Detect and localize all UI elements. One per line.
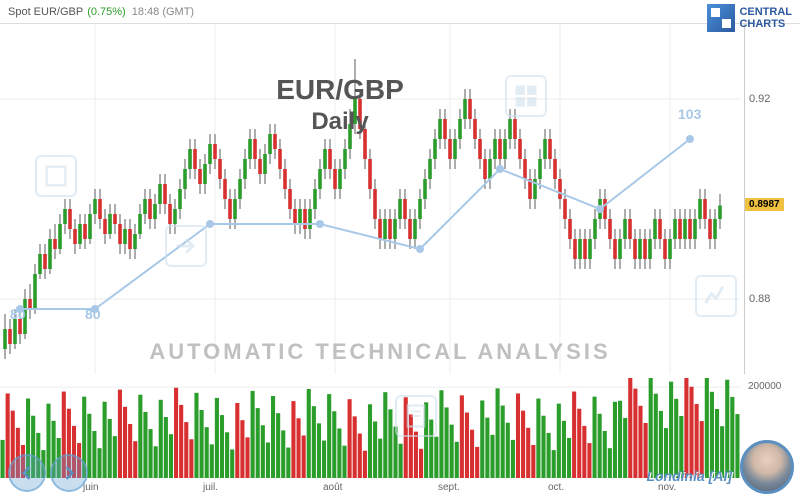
nav-controls (8, 454, 88, 492)
price-chart-area[interactable]: 80 80 103 EUR/GBP Daily (0, 24, 740, 374)
volume-chart-area[interactable] (0, 378, 740, 478)
symbol-label: Spot EUR/GBP (8, 6, 83, 18)
watermark-doc-icon (395, 395, 437, 437)
chart-header: Spot EUR/GBP (0.75%) 18:48 (GMT) (0, 0, 800, 24)
chart-title: EUR/GBP Daily (0, 74, 680, 136)
watermark-arrow-icon (165, 225, 207, 267)
logo-text: CENTRALCHARTS (739, 6, 792, 30)
volume-chart-svg (0, 378, 740, 478)
timestamp: 18:48 (GMT) (132, 6, 194, 18)
nav-next-button[interactable] (50, 454, 88, 492)
time-x-axis: juinjuil.aoûtsept.oct.nov. (0, 480, 740, 500)
svg-text:80: 80 (85, 306, 101, 322)
watermark-tool-icon (35, 155, 77, 197)
logo-icon (707, 4, 735, 32)
attribution-label: Londinia [AI] (646, 468, 732, 484)
change-pct: (0.75%) (87, 6, 126, 18)
watermark-text: AUTOMATIC TECHNICAL ANALYSIS (0, 339, 760, 365)
nav-prev-button[interactable] (8, 454, 46, 492)
price-y-axis: 0.920.880.8987 (744, 24, 800, 374)
brand-logo[interactable]: CENTRALCHARTS (707, 4, 792, 32)
svg-text:103: 103 (678, 106, 702, 122)
watermark-chart-icon (695, 275, 737, 317)
ai-avatar[interactable] (740, 440, 794, 494)
svg-text:80: 80 (10, 306, 26, 322)
